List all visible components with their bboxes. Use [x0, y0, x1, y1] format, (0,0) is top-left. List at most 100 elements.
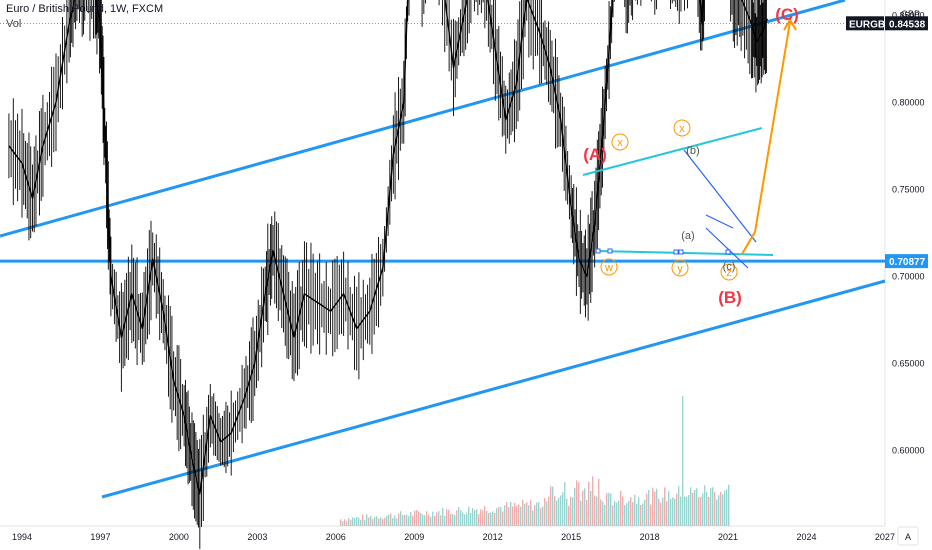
- volume-bar: [616, 502, 618, 526]
- volume-bar: [638, 497, 640, 526]
- wave-label-red: (B): [718, 288, 742, 307]
- triangle-lower-line[interactable]: [596, 250, 774, 256]
- volume-bar: [456, 510, 458, 526]
- x-tick-label: 2006: [326, 532, 346, 542]
- volume-bar: [392, 518, 394, 526]
- volume-bar: [656, 488, 658, 526]
- wave-marker: [725, 249, 731, 255]
- x-tick-label: 2021: [718, 532, 738, 542]
- volume-bar: [422, 514, 424, 526]
- volume-bar: [424, 515, 426, 526]
- volume-bar: [404, 514, 406, 526]
- volume-bar: [556, 500, 558, 526]
- volume-bar: [514, 502, 516, 526]
- volume-bar: [396, 518, 398, 526]
- volume-bar: [414, 510, 416, 526]
- volume-bar: [540, 508, 542, 526]
- volume-bar: [474, 510, 476, 526]
- wave-circle: [611, 133, 629, 151]
- volume-bar: [714, 492, 716, 526]
- volume-bar: [686, 496, 688, 526]
- volume-bar: [536, 502, 538, 526]
- volume-bar: [676, 493, 678, 526]
- volume-bar: [694, 489, 696, 526]
- volume-bar: [574, 487, 576, 526]
- volume-bar: [580, 500, 582, 526]
- volume-bar: [544, 498, 546, 526]
- volume-bar: [410, 512, 412, 526]
- price-level-badge[interactable]: [885, 254, 928, 269]
- volume-bar: [552, 486, 554, 526]
- x-tick-label: 2027: [875, 532, 895, 542]
- y-tick-label: 0.65000: [892, 358, 925, 368]
- last-price-badge-text: 0.84538: [889, 19, 926, 30]
- wave-label-red: (C): [775, 5, 799, 24]
- volume-bar: [570, 496, 572, 526]
- volume-bar: [482, 510, 484, 526]
- last-price-badge: [885, 16, 928, 31]
- volume-bar: [606, 493, 608, 526]
- volume-bar: [452, 514, 454, 526]
- volume-bar: [702, 493, 704, 526]
- volume-bar: [484, 506, 486, 526]
- volume-bar: [352, 517, 354, 526]
- wave-marker: [607, 248, 613, 254]
- wave-label-orange: x: [679, 123, 685, 135]
- volume-bar: [526, 502, 528, 526]
- volume-bar: [590, 490, 592, 526]
- volume-bar: [684, 496, 686, 526]
- volume-bar: [538, 502, 540, 526]
- volume-bar: [604, 504, 606, 526]
- volume-label: Vol: [6, 18, 22, 30]
- auto-scale-button[interactable]: [897, 526, 919, 546]
- volume-bar: [608, 492, 610, 526]
- volume-bar: [688, 494, 690, 526]
- volume-bar: [724, 490, 726, 526]
- wave-circle: [671, 259, 689, 277]
- auto-scale-button-label: A: [905, 532, 911, 542]
- volume-bar: [534, 505, 536, 526]
- x-tick-label: 1997: [90, 532, 110, 542]
- volume-bar: [644, 499, 646, 526]
- volume-bar: [642, 503, 644, 526]
- projection-path[interactable]: [741, 21, 791, 255]
- volume-bar: [518, 504, 520, 526]
- wave-label-orange: y: [677, 263, 683, 275]
- volume-bar: [726, 489, 728, 526]
- wave-label-gray: (a): [681, 230, 694, 242]
- volume-bar: [598, 478, 600, 526]
- volume-bar: [652, 487, 654, 526]
- volume-bar: [460, 510, 462, 526]
- channel-lower-line[interactable]: [101, 279, 886, 499]
- volume-bar: [440, 515, 442, 526]
- volume-bar: [542, 506, 544, 526]
- volume-bar: [710, 488, 712, 526]
- volume-bar: [500, 506, 502, 526]
- price-axis[interactable]: [885, 0, 932, 550]
- channel-upper-line[interactable]: [0, 0, 846, 238]
- volume-bar: [622, 496, 624, 526]
- volume-bar: [584, 488, 586, 526]
- y-tick-label: 0.80000: [892, 97, 925, 107]
- volume-bar: [528, 505, 530, 526]
- wave-label-orange: x: [617, 137, 623, 149]
- volume-bar: [430, 516, 432, 526]
- volume-bar: [368, 517, 370, 526]
- wave-circle: [673, 119, 691, 137]
- volume-bar: [670, 499, 672, 526]
- wave-circle: [720, 263, 738, 281]
- volume-bar: [516, 505, 518, 526]
- projection-arrow-icon: [783, 18, 797, 31]
- wave-label-orange: w: [604, 262, 613, 274]
- volume-bar: [692, 492, 694, 526]
- triangle-upper-line[interactable]: [582, 127, 763, 176]
- volume-bar: [488, 512, 490, 526]
- volume-bar: [348, 518, 350, 526]
- volume-bar: [384, 517, 386, 526]
- volume-bar: [492, 511, 494, 526]
- volume-bar: [374, 517, 376, 526]
- volume-bar: [524, 503, 526, 526]
- volume-bar: [636, 503, 638, 526]
